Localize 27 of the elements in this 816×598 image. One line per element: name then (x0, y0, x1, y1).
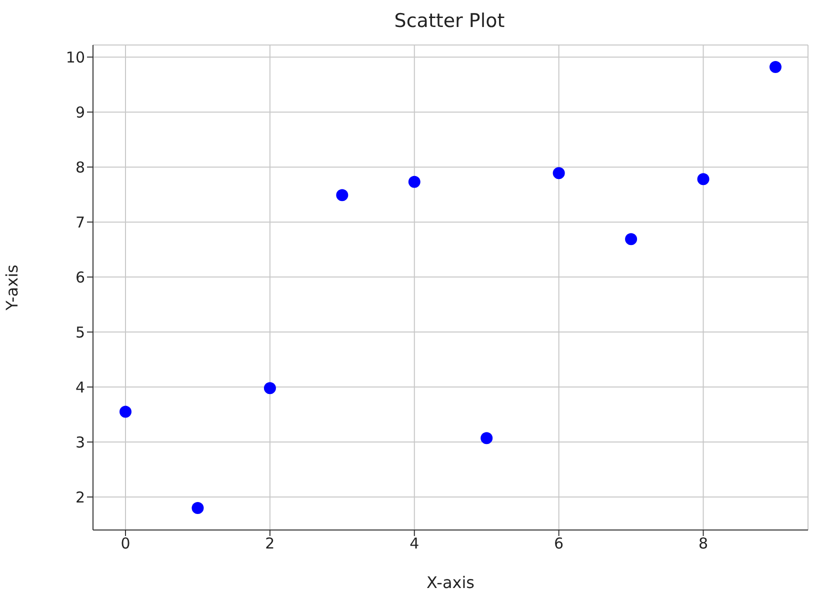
x-tick-label: 8 (698, 534, 708, 553)
y-tick-label: 10 (66, 48, 85, 66)
y-tick-label: 8 (75, 158, 85, 176)
x-tick-label: 0 (120, 534, 130, 553)
y-axis-title: Y-axis (2, 264, 22, 312)
point (408, 176, 420, 188)
y-tick-label: 9 (75, 103, 85, 122)
x-tick-label: 4 (410, 534, 420, 553)
x-axis-title: X-axis (426, 573, 474, 592)
point (264, 382, 276, 394)
y-tick-label: 4 (75, 378, 85, 396)
point (770, 60, 782, 73)
point (697, 173, 710, 186)
x-tick-label: 6 (554, 534, 564, 553)
y-tick-label: 5 (75, 323, 85, 342)
point (625, 233, 638, 246)
y-tick-label: 2 (75, 488, 85, 506)
point (336, 189, 348, 202)
y-tick-label: 6 (75, 268, 85, 286)
point (120, 406, 132, 418)
y-tick-label: 3 (75, 433, 85, 452)
point (192, 502, 204, 514)
point (552, 167, 565, 180)
point (480, 432, 493, 444)
chart-title: Scatter Plot (393, 10, 506, 32)
x-tick-label: 2 (265, 534, 275, 553)
y-tick-label: 7 (75, 213, 85, 232)
